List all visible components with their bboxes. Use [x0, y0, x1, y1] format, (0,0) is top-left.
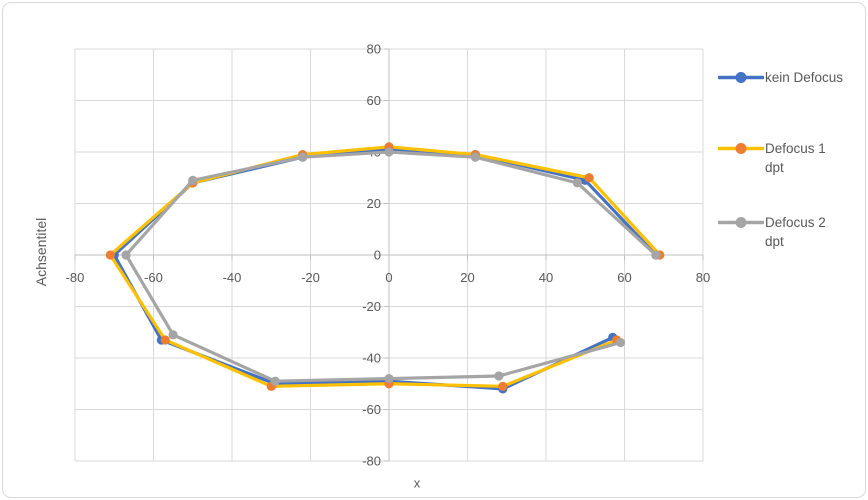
- y-tick-label: 20: [367, 196, 381, 211]
- data-point-marker: [384, 374, 394, 384]
- y-tick-label: -20: [362, 299, 381, 314]
- y-tick-label: -60: [362, 402, 381, 417]
- data-point-marker: [188, 175, 198, 185]
- y-tick-label: -80: [362, 454, 381, 469]
- y-tick-label: 0: [374, 248, 381, 263]
- legend-item-kein-defocus[interactable]: kein Defocus: [718, 68, 866, 87]
- legend-marker-icon: [718, 143, 764, 154]
- data-point-marker: [168, 330, 178, 340]
- series-line: [124, 150, 658, 383]
- axes: [74, 48, 704, 462]
- legend-marker-icon: [718, 72, 764, 83]
- legend: kein Defocus Defocus 1 dpt Defocus 2 dpt: [718, 68, 866, 251]
- x-tick-label: -20: [301, 270, 320, 285]
- data-point-marker: [105, 250, 115, 260]
- x-tick-label: 60: [617, 270, 631, 285]
- legend-item-defocus-2-dpt[interactable]: Defocus 2 dpt: [718, 213, 866, 251]
- data-point-marker: [498, 381, 508, 391]
- data-point-marker: [584, 173, 594, 183]
- data-point-marker: [298, 152, 308, 162]
- x-tick-label: 0: [385, 270, 392, 285]
- legend-label: kein Defocus: [765, 70, 844, 85]
- data-point-marker: [160, 335, 170, 345]
- data-point-marker: [572, 178, 583, 188]
- x-tick-label: -40: [223, 270, 242, 285]
- data-point-marker: [470, 152, 480, 162]
- legend-label: Defocus 1 dpt: [765, 141, 826, 175]
- data-point-marker: [494, 371, 504, 381]
- legend-marker-icon: [718, 217, 764, 228]
- series-defocus-2-dpt: [121, 147, 661, 386]
- x-tick-label: 20: [460, 270, 474, 285]
- x-tick-label: -60: [144, 270, 163, 285]
- x-tick-label: 80: [696, 270, 710, 285]
- data-point-marker: [121, 250, 131, 260]
- y-tick-label: 80: [367, 42, 381, 57]
- data-point-marker: [651, 250, 661, 260]
- data-point-marker: [384, 147, 394, 157]
- data-point-marker: [270, 376, 280, 386]
- legend-label: Defocus 2 dpt: [765, 215, 826, 249]
- data-point-marker: [615, 337, 626, 348]
- x-tick-label: 40: [539, 270, 553, 285]
- y-axis-title: Achsentitel: [33, 217, 49, 287]
- y-tick-label: 60: [367, 93, 381, 108]
- legend-item-defocus-1-dpt[interactable]: Defocus 1 dpt: [718, 139, 866, 177]
- series-line: [108, 145, 662, 388]
- y-tick-label: -40: [362, 351, 381, 366]
- x-axis-title: x: [413, 475, 421, 491]
- x-tick-label: -80: [66, 270, 85, 285]
